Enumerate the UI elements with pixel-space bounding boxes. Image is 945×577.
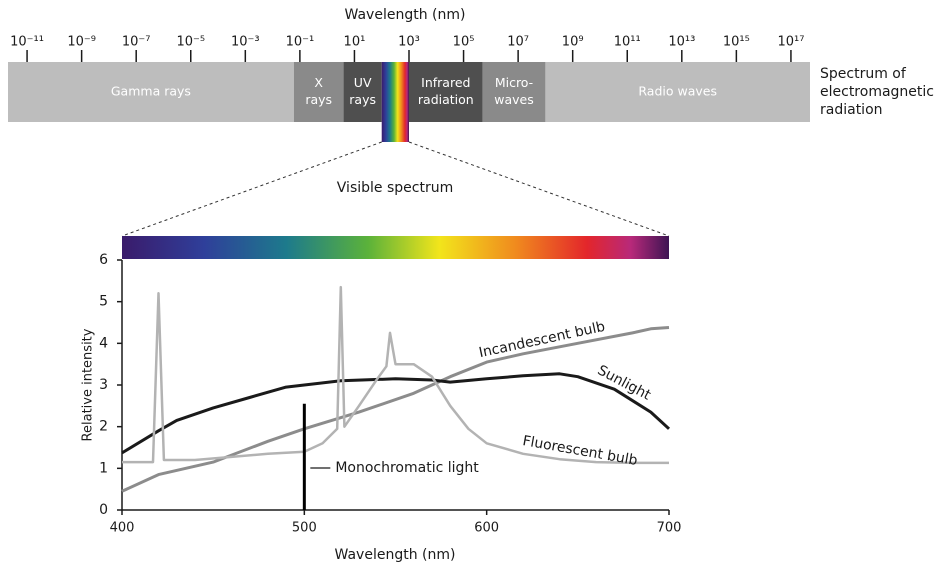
x-tick-label: 10¹⁷ <box>777 35 804 50</box>
spectrum-band <box>545 62 810 122</box>
series-line <box>121 372 671 455</box>
x-tick-label: 10¹ <box>344 35 366 50</box>
x-tick-label: 400 <box>110 521 135 536</box>
zoom-line <box>121 141 382 237</box>
band-label: Radio waves <box>638 84 717 99</box>
side-label: electromagnetic <box>820 84 934 100</box>
band-label: radiation <box>418 92 474 107</box>
visible-gradient-bar <box>122 236 669 259</box>
x-tick-label: 10⁻⁷ <box>122 35 151 50</box>
spectrum-band <box>343 62 382 122</box>
x-tick-label: 10¹⁵ <box>723 35 750 50</box>
y-tick-label: 5 <box>99 294 108 310</box>
spectrum-band <box>482 62 546 122</box>
spectrum-band <box>409 62 483 122</box>
x-tick-label: 10⁵ <box>453 35 475 50</box>
spectrum-band <box>293 62 344 122</box>
x-tick-label: 700 <box>657 521 682 536</box>
x-tick-label: 10¹¹ <box>614 35 641 50</box>
zoom-line <box>408 141 670 237</box>
x-tick-label: 10⁹ <box>562 35 584 50</box>
side-label: Spectrum of <box>820 66 907 82</box>
x-tick-label: 600 <box>474 521 499 536</box>
chart-title: Visible spectrum <box>337 180 453 196</box>
x-tick-label: 10⁷ <box>507 35 529 50</box>
visible-band <box>381 62 409 142</box>
x-tick-label: 10⁻¹ <box>286 35 315 50</box>
x-tick-label: 10⁻⁹ <box>67 35 96 50</box>
x-axis-label: Wavelength (nm) <box>335 547 456 563</box>
series-label: Sunlight <box>595 362 654 403</box>
band-label: X <box>314 75 323 90</box>
x-tick-label: 10³ <box>398 35 420 50</box>
y-tick-label: 2 <box>99 419 108 435</box>
series-label: Fluorescent bulb <box>521 433 639 469</box>
band-label: rays <box>349 92 376 107</box>
band-label: Infrared <box>421 75 470 90</box>
band-label: Micro- <box>495 75 533 90</box>
y-tick-label: 4 <box>99 335 108 351</box>
monochromatic-label: Monochromatic light <box>335 460 479 476</box>
side-label: radiation <box>820 102 883 118</box>
spectrum-band <box>8 62 294 122</box>
x-tick-label: 10¹³ <box>668 35 695 50</box>
band-label: rays <box>305 92 332 107</box>
x-tick-label: 500 <box>292 521 317 536</box>
band-label: Gamma rays <box>111 84 191 99</box>
x-tick-label: 10⁻⁵ <box>176 35 205 50</box>
x-tick-label: 10⁻³ <box>231 35 260 50</box>
axis-label: Wavelength (nm) <box>345 7 466 23</box>
y-tick-label: 1 <box>99 460 108 476</box>
y-axis-label: Relative intensity <box>81 328 96 441</box>
band-label: UV <box>354 75 372 90</box>
series-line <box>122 285 669 465</box>
x-tick-label: 10⁻¹¹ <box>10 35 44 50</box>
y-tick-label: 0 <box>99 502 108 518</box>
band-label: waves <box>494 92 533 107</box>
y-tick-label: 3 <box>99 377 108 393</box>
y-tick-label: 6 <box>99 252 108 268</box>
